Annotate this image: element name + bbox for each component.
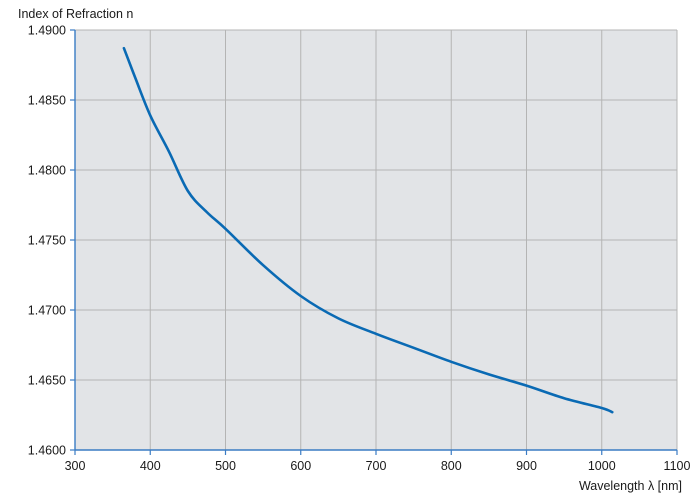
y-tick-label: 1.4600 [28,444,66,458]
x-axis-title: Wavelength λ [nm] [579,479,682,493]
tick-labels: 300 400 500 600 700 800 900 1000 1100 1.4600 1.465… [28,24,691,474]
y-tick-label: 1.4850 [28,94,66,108]
x-tick-label: 1000 [588,459,616,473]
y-tick-label: 1.4700 [28,304,66,318]
x-tick-label: 800 [441,459,462,473]
x-tick-label: 600 [290,459,311,473]
y-tick-label: 1.4750 [28,234,66,248]
x-tick-label: 500 [215,459,236,473]
y-tick-label: 1.4800 [28,164,66,178]
x-tick-label: 400 [140,459,161,473]
y-tick-label: 1.4900 [28,24,66,38]
y-axis-title: Index of Refraction n [18,7,133,21]
refraction-curve [122,46,614,414]
y-tick-label: 1.4650 [28,374,66,388]
x-tick-label: 300 [65,459,86,473]
axes [70,29,678,455]
x-tick-label: 1100 [664,459,691,473]
x-tick-label: 700 [366,459,387,473]
x-tick-label: 900 [516,459,537,473]
